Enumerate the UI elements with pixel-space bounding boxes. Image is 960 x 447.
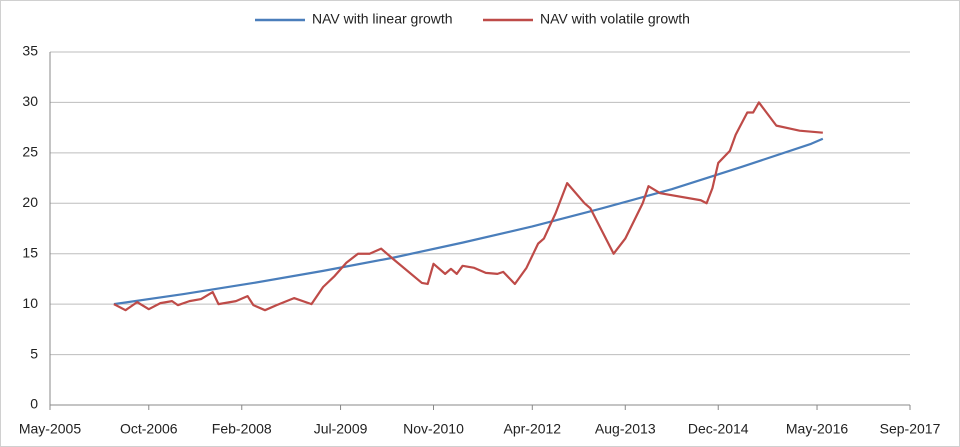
x-tick-label: Jul-2009 xyxy=(314,421,368,437)
x-tick-label: Aug-2013 xyxy=(595,421,656,437)
legend-label: NAV with linear growth xyxy=(312,11,453,27)
y-tick-label: 20 xyxy=(22,194,38,210)
x-tick-label: Oct-2006 xyxy=(120,421,178,437)
x-tick-label: Feb-2008 xyxy=(212,421,272,437)
y-tick-label: 30 xyxy=(22,93,38,109)
x-tick-label: May-2016 xyxy=(786,421,848,437)
x-tick-label: Nov-2010 xyxy=(403,421,464,437)
series-line xyxy=(113,101,823,312)
y-tick-label: 15 xyxy=(22,244,38,260)
x-tick-label: Dec-2014 xyxy=(688,421,749,437)
x-tick-label: Sep-2017 xyxy=(880,421,941,437)
y-tick-label: 25 xyxy=(22,144,38,160)
x-tick-label: Apr-2012 xyxy=(504,421,562,437)
x-tick-label: May-2005 xyxy=(19,421,81,437)
y-tick-label: 10 xyxy=(22,295,38,311)
y-tick-label: 5 xyxy=(30,345,38,361)
legend-label: NAV with volatile growth xyxy=(540,11,690,27)
y-tick-label: 0 xyxy=(30,396,38,412)
y-tick-label: 35 xyxy=(22,43,38,59)
series-line xyxy=(113,137,824,306)
